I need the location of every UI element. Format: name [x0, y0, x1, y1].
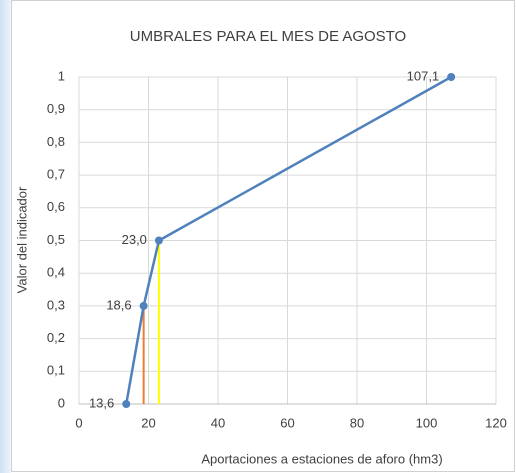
x-tick-label: 100 — [416, 415, 438, 430]
data-label: 18,6 — [106, 297, 131, 312]
data-point — [139, 301, 148, 310]
y-tick-label: 0,8 — [47, 134, 65, 149]
x-tick-label: 20 — [141, 415, 155, 430]
side-strip — [0, 0, 11, 473]
y-tick-label: 0,7 — [47, 167, 65, 182]
y-tick-label: 0 — [58, 395, 65, 410]
frame — [11, 0, 515, 472]
y-tick-label: 0,3 — [47, 297, 65, 312]
y-tick-label: 0,9 — [47, 101, 65, 116]
data-point — [154, 236, 163, 245]
y-tick-label: 0,6 — [47, 199, 65, 214]
y-tick-label: 0,4 — [47, 265, 65, 280]
data-line — [125, 75, 452, 405]
data-label: 13,6 — [89, 395, 114, 410]
x-tick-label: 80 — [350, 415, 364, 430]
x-tick-label: 40 — [211, 415, 225, 430]
data-point — [122, 400, 131, 408]
data-label: 23,0 — [122, 232, 147, 247]
chart-title: UMBRALES PARA EL MES DE AGOSTO — [130, 28, 406, 45]
y-axis-label: Valor del indicador — [14, 186, 29, 293]
y-tick-label: 0,2 — [47, 330, 65, 345]
data-point — [447, 73, 456, 81]
y-tick-label: 1 — [58, 68, 65, 83]
y-tick-label: 0,5 — [47, 232, 65, 247]
x-tick-label: 0 — [75, 415, 82, 430]
x-axis-label: Aportaciones a estaciones de aforo (hm3) — [201, 451, 442, 466]
y-tick-label: 0,1 — [47, 363, 65, 378]
x-tick-label: 60 — [280, 415, 294, 430]
data-label: 107,1 — [407, 68, 440, 83]
x-tick-label: 120 — [485, 415, 507, 430]
